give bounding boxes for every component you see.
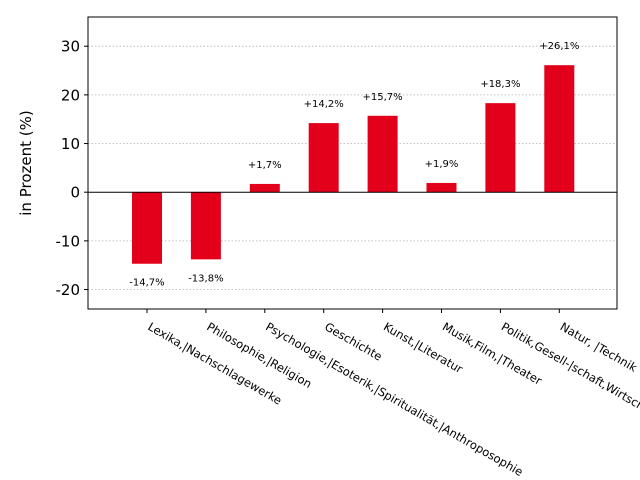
plot-background: [88, 17, 617, 309]
data-label: -13,8%: [188, 273, 223, 284]
data-label: +26,1%: [539, 41, 579, 52]
bar: [132, 192, 162, 264]
x-axis: Lexika,|NachschlagewerkePhilosophie,|Rel…: [146, 309, 640, 479]
y-tick-label: 10: [61, 135, 80, 153]
data-label: -14,7%: [129, 278, 164, 289]
y-tick-label: 20: [61, 86, 80, 104]
bar: [249, 183, 280, 193]
y-tick-label: 30: [61, 38, 80, 56]
bars: [132, 65, 575, 264]
x-tick-label: Musik,Film,|Theater: [440, 319, 545, 387]
data-label: +1,9%: [425, 159, 459, 170]
data-label: +14,2%: [304, 99, 344, 110]
y-axis: -20 -10 0 10 20 30: [56, 38, 88, 299]
data-labels: -14,7% -13,8% +1,7% +14,2% +15,7% +1,9% +18,3%…: [129, 41, 579, 289]
data-label: +1,7%: [248, 160, 282, 171]
plot-frame: [87, 16, 618, 310]
bar: [544, 65, 575, 193]
bar: [367, 115, 398, 193]
data-label: +15,7%: [363, 92, 403, 103]
bar: [485, 103, 516, 193]
bar: [190, 192, 221, 260]
y-tick-label: -20: [56, 281, 81, 299]
gridlines: [88, 45, 617, 290]
bar: [308, 123, 339, 193]
y-tick-label: -10: [56, 232, 81, 250]
data-label: +18,3%: [480, 79, 520, 90]
y-axis-label: in Prozent (%): [17, 110, 35, 215]
bar: [426, 182, 457, 193]
y-tick-label: 0: [70, 184, 80, 202]
